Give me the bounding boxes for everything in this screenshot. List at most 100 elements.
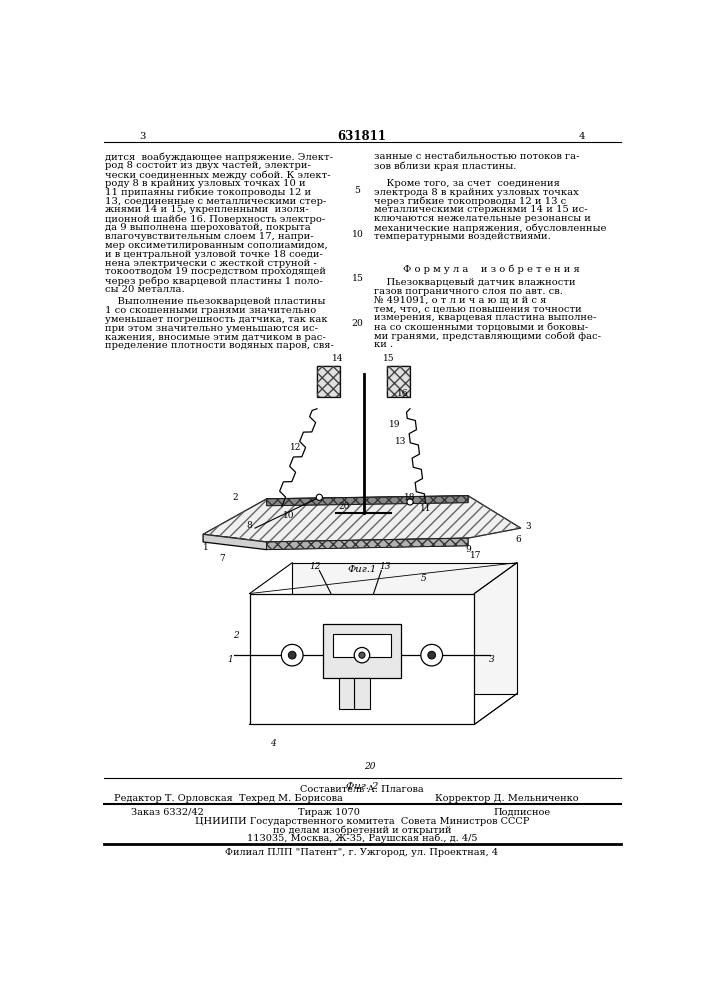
Text: через ребро кварцевой пластины 1 поло-: через ребро кварцевой пластины 1 поло- [105,276,323,286]
Text: 17: 17 [470,551,481,560]
Circle shape [288,651,296,659]
Text: 20: 20 [339,502,350,511]
Text: на со скошенными торцовыми и боковы-: на со скошенными торцовыми и боковы- [373,322,588,332]
Text: 4: 4 [270,739,276,748]
Polygon shape [267,538,468,550]
Text: зов вблизи края пластины.: зов вблизи края пластины. [373,161,516,171]
Text: 19: 19 [389,420,400,429]
Text: 12: 12 [310,562,321,571]
Text: при этом значительно уменьшаются ис-: при этом значительно уменьшаются ис- [105,324,318,333]
Polygon shape [267,496,468,506]
Text: измерения, кварцевая пластина выполне-: измерения, кварцевая пластина выполне- [373,313,596,322]
Text: 2: 2 [233,631,238,640]
Text: Подписное: Подписное [493,808,551,817]
Text: Фиг. 2: Фиг. 2 [346,782,378,791]
Text: занные с нестабильностью потоков га-: занные с нестабильностью потоков га- [373,152,579,161]
Text: Пьезокварцевый датчик влажности: Пьезокварцевый датчик влажности [373,278,575,287]
Text: Тираж 1070: Тираж 1070 [298,808,360,817]
Text: газов пограничного слоя по авт. св.: газов пограничного слоя по авт. св. [373,287,563,296]
Text: 1: 1 [204,543,209,552]
Bar [323,624,401,678]
Text: ционной шайбе 16. Поверхность электро-: ционной шайбе 16. Поверхность электро- [105,214,326,224]
Text: роду 8 в крайних узловых точках 10 и: роду 8 в крайних узловых точках 10 и [105,179,306,188]
Text: Корректор Д. Мельниченко: Корректор Д. Мельниченко [435,794,579,803]
Text: ЦНИИПИ Государственного комитета  Совета Министров СССР: ЦНИИПИ Государственного комитета Совета … [194,817,529,826]
Text: 113035, Москва, Ж-35, Раушская наб., д. 4/5: 113035, Москва, Ж-35, Раушская наб., д. … [247,834,477,843]
Circle shape [421,644,443,666]
Text: 11: 11 [420,504,431,513]
Text: 20: 20 [351,319,363,328]
Bar [332,634,392,657]
Text: 8: 8 [246,521,252,530]
Text: 3: 3 [489,654,494,664]
Text: ки .: ки . [373,340,392,349]
Text: 9: 9 [465,545,471,554]
Text: Фиг.1: Фиг.1 [347,565,377,574]
Text: 13, соединенные с металлическими стер-: 13, соединенные с металлическими стер- [105,197,327,206]
Text: тем, что, с целью повышения точности: тем, что, с целью повышения точности [373,305,581,314]
Text: Ф о р м у л а    и з о б р е т е н и я: Ф о р м у л а и з о б р е т е н и я [403,265,580,274]
Text: 18: 18 [404,493,416,502]
Text: 12: 12 [291,443,302,452]
Text: 631811: 631811 [337,130,387,143]
Text: 7: 7 [218,554,225,563]
Text: 3: 3 [526,522,532,531]
Polygon shape [203,496,521,542]
Text: через гибкие токопроводы 12 и 13 с: через гибкие токопроводы 12 и 13 с [373,197,566,206]
Text: Заказ 6332/42: Заказ 6332/42 [131,808,204,817]
Text: кажения, вносимые этим датчиком в рас-: кажения, вносимые этим датчиком в рас- [105,333,326,342]
Bar [317,366,340,397]
Text: Редактор Т. Орловская  Техред М. Борисова: Редактор Т. Орловская Техред М. Борисова [114,794,342,803]
Text: токоотводом 19 посредством проходящей: токоотводом 19 посредством проходящей [105,267,327,276]
Circle shape [359,652,365,658]
Bar [317,366,340,397]
Bar [354,678,370,709]
Circle shape [354,647,370,663]
Text: пределение плотности водяных паров, свя-: пределение плотности водяных паров, свя- [105,341,334,350]
Bar [387,366,410,397]
Text: мер оксиметилированным сополиамидом,: мер оксиметилированным сополиамидом, [105,241,328,250]
Text: да 9 выполнена шероховатой, покрыта: да 9 выполнена шероховатой, покрыта [105,223,311,232]
Text: 10: 10 [283,511,294,520]
Text: электрода 8 в крайних узловых точках: электрода 8 в крайних узловых точках [373,188,578,197]
Text: 6: 6 [515,535,521,544]
Text: температурными воздействиями.: температурными воздействиями. [373,232,550,241]
Text: нена электрически с жесткой струной -: нена электрически с жесткой струной - [105,259,317,268]
Text: механические напряжения, обусловленные: механические напряжения, обусловленные [373,223,606,233]
Circle shape [407,499,413,505]
Polygon shape [250,594,474,724]
Text: 13: 13 [395,437,407,446]
Text: по делам изобретений и открытий: по делам изобретений и открытий [273,825,451,835]
Text: влагочувствительным слоем 17, напри-: влагочувствительным слоем 17, напри- [105,232,314,241]
Text: род 8 состоит из двух частей, электри-: род 8 состоит из двух частей, электри- [105,161,311,170]
Text: уменьшает погрешность датчика, так как: уменьшает погрешность датчика, так как [105,315,328,324]
Text: 5: 5 [354,186,361,195]
Text: 5: 5 [421,574,427,583]
Polygon shape [203,534,267,550]
Bar [339,678,354,709]
Text: и в центральной узловой точке 18 соеди-: и в центральной узловой точке 18 соеди- [105,250,323,259]
Text: 11 припаяны гибкие токопроводы 12 и: 11 припаяны гибкие токопроводы 12 и [105,188,312,197]
Text: 14: 14 [332,354,344,363]
Circle shape [428,651,436,659]
Text: Кроме того, за счет  соединения: Кроме того, за счет соединения [373,179,559,188]
Text: 1 со скошенными гранями значительно: 1 со скошенными гранями значительно [105,306,317,315]
Text: ми гранями, представляющими собой фас-: ми гранями, представляющими собой фас- [373,331,600,341]
Text: 2: 2 [233,493,238,502]
Text: дится  воабуждающее напряжение. Элект-: дится воабуждающее напряжение. Элект- [105,152,334,162]
Text: 10: 10 [351,230,363,239]
Text: чески соединенных между собой. К элект-: чески соединенных между собой. К элект- [105,170,331,180]
Text: Филиал ПЛП "Патент", г. Ужгород, ул. Проектная, 4: Филиал ПЛП "Патент", г. Ужгород, ул. Про… [226,848,498,857]
Circle shape [316,494,322,500]
Bar [387,366,410,397]
Text: Составитель А. Плагова: Составитель А. Плагова [300,785,423,794]
Text: металлическими стержнями 14 и 15 ис-: металлическими стержнями 14 и 15 ис- [373,205,588,214]
Circle shape [281,644,303,666]
Text: Выполнение пьезокварцевой пластины: Выполнение пьезокварцевой пластины [105,297,326,306]
Text: жнями 14 и 15, укрепленными  изоля-: жнями 14 и 15, укрепленными изоля- [105,205,309,214]
Text: 13: 13 [380,562,391,571]
Text: 15: 15 [351,274,363,283]
Text: 16: 16 [397,389,408,398]
Text: сы 20 металла.: сы 20 металла. [105,285,185,294]
Text: 1: 1 [228,654,233,664]
